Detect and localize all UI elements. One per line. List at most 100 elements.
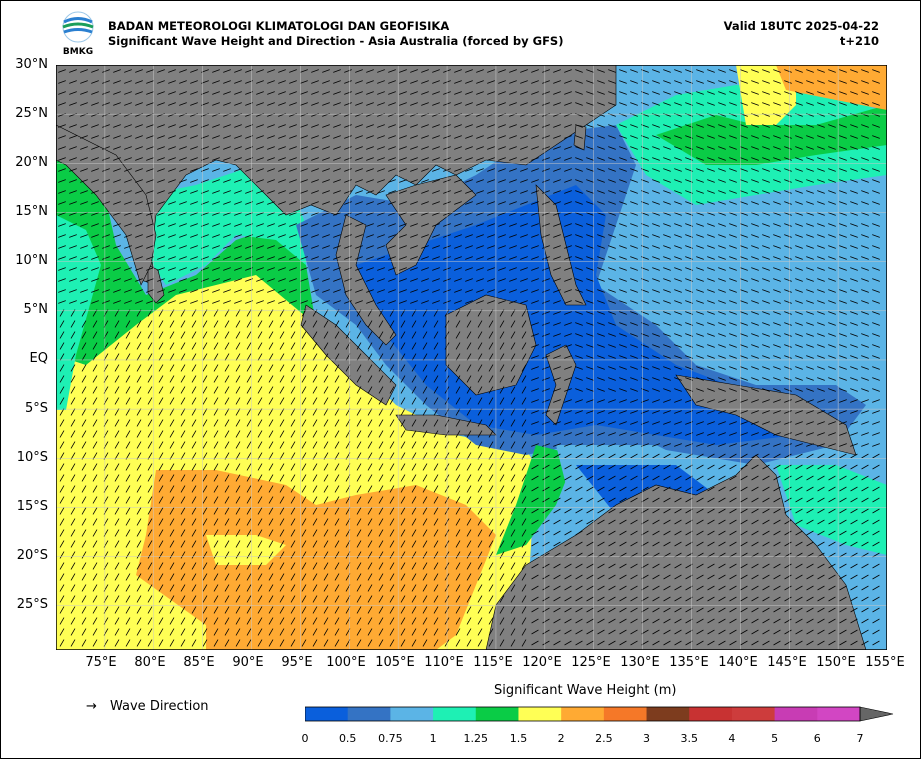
- wave-arrow: [696, 333, 704, 337]
- wave-arrow: [377, 102, 385, 106]
- wave-arrow: [817, 563, 825, 569]
- wave-arrow: [190, 278, 198, 282]
- wave-arrow: [389, 529, 395, 537]
- wave-arrow: [410, 124, 418, 128]
- wave-arrow: [135, 234, 143, 238]
- wave-arrow: [323, 397, 329, 405]
- wave-arrow: [410, 69, 418, 73]
- wave-arrow: [180, 518, 186, 526]
- wave-arrow: [476, 289, 484, 293]
- wave-arrow: [630, 421, 638, 425]
- wave-arrow: [740, 596, 748, 602]
- wave-arrow: [246, 628, 252, 636]
- wave-arrow: [59, 441, 65, 449]
- wave-arrow: [575, 135, 583, 139]
- wave-arrow: [224, 364, 230, 372]
- wave-arrow: [147, 507, 153, 515]
- wave-arrow: [323, 628, 329, 636]
- wave-arrow: [861, 190, 869, 194]
- wave-arrow: [575, 69, 583, 73]
- wave-arrow: [696, 497, 704, 503]
- wave-arrow: [301, 485, 307, 493]
- wave-arrow: [652, 245, 660, 249]
- wave-arrow: [872, 267, 880, 271]
- wave-arrow: [652, 69, 660, 73]
- wave-arrow: [872, 69, 880, 73]
- wave-arrow: [147, 540, 153, 548]
- wave-arrow: [521, 518, 527, 526]
- wave-arrow: [355, 201, 363, 205]
- wave-arrow: [333, 278, 341, 282]
- wave-arrow: [146, 135, 154, 139]
- wave-arrow: [477, 463, 483, 471]
- wave-arrow: [773, 146, 781, 150]
- wave-arrow: [586, 366, 594, 370]
- wave-arrow: [367, 386, 373, 394]
- wave-arrow: [113, 300, 121, 304]
- wave-arrow: [312, 595, 318, 603]
- wave-arrow: [322, 212, 330, 216]
- wave-arrow: [663, 344, 671, 348]
- wave-arrow: [663, 223, 671, 227]
- wave-arrow: [751, 355, 759, 359]
- wave-arrow: [520, 223, 528, 227]
- wave-arrow: [597, 201, 605, 205]
- wave-arrow: [740, 333, 748, 337]
- wave-arrow: [696, 80, 704, 84]
- wave-arrow: [619, 519, 627, 525]
- wave-arrow: [235, 562, 241, 570]
- wave-arrow: [740, 91, 748, 95]
- wave-arrow: [663, 355, 671, 359]
- lon-label: 80°E: [134, 655, 166, 670]
- wave-arrow: [378, 584, 384, 592]
- wave-arrow: [696, 421, 704, 425]
- wave-arrow: [740, 278, 748, 282]
- wave-arrow: [850, 443, 858, 447]
- wave-arrow: [839, 201, 847, 205]
- wave-arrow: [246, 584, 252, 592]
- wave-arrow: [378, 496, 384, 504]
- wave-direction-arrows: [58, 69, 880, 647]
- wave-arrow: [191, 573, 197, 581]
- wave-arrow: [224, 342, 230, 350]
- wave-arrow: [378, 353, 384, 361]
- wave-arrow: [663, 168, 671, 172]
- wave-arrow: [674, 245, 682, 249]
- wave-arrow: [575, 519, 583, 525]
- colorbar-tick-label: 6: [813, 732, 821, 745]
- wave-arrow: [290, 639, 296, 647]
- wave-height-map: [56, 65, 887, 650]
- wave-arrow: [850, 135, 858, 139]
- wave-arrow: [410, 201, 418, 205]
- wave-arrow: [378, 595, 384, 603]
- wave-arrow: [235, 474, 241, 482]
- wave-arrow: [762, 256, 770, 260]
- wave-arrow: [400, 540, 406, 548]
- wave-arrow: [707, 530, 715, 536]
- wave-arrow: [850, 486, 858, 492]
- wave-arrow: [564, 530, 572, 536]
- wave-arrow: [311, 102, 319, 106]
- wave-arrow: [861, 135, 869, 139]
- wave-arrow: [147, 474, 153, 482]
- wave-arrow: [290, 419, 296, 427]
- wave-arrow: [608, 519, 616, 525]
- wave-arrow: [872, 190, 880, 194]
- wave-arrow: [322, 234, 330, 238]
- wave-arrow: [564, 377, 572, 381]
- wave-arrow: [355, 278, 363, 282]
- wave-arrow: [531, 201, 539, 205]
- wave-arrow: [69, 223, 77, 227]
- wave-arrow: [652, 234, 660, 238]
- wave-arrow: [542, 585, 550, 591]
- wave-arrow: [91, 223, 99, 227]
- wave-arrow: [828, 629, 836, 635]
- wave-arrow: [564, 201, 572, 205]
- wave-arrow: [158, 320, 164, 328]
- wave-arrow: [124, 234, 132, 238]
- wave-arrow: [246, 518, 252, 526]
- wave-arrow: [476, 223, 484, 227]
- wave-arrow: [696, 541, 704, 547]
- wave-arrow: [564, 344, 572, 348]
- wave-arrow: [795, 464, 803, 470]
